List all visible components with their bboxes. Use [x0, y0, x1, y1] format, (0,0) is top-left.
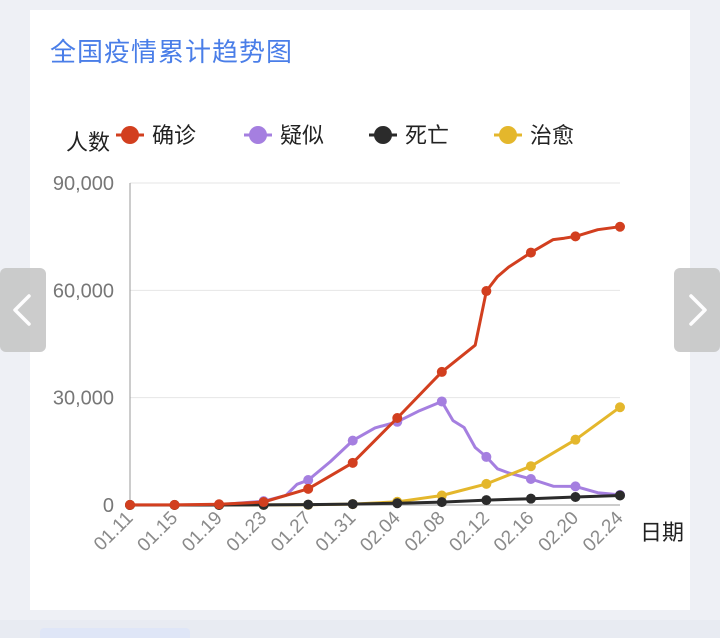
prev-chart-button[interactable] [0, 268, 46, 352]
data-point [570, 434, 581, 445]
legend-marker [374, 126, 392, 144]
data-point [436, 366, 447, 377]
x-tick-label: 01.27 [267, 508, 315, 556]
data-point [570, 481, 581, 492]
data-point [481, 478, 492, 489]
x-tick-label: 02.16 [490, 508, 538, 556]
legend-marker [121, 126, 139, 144]
chevron-left-icon [13, 294, 31, 326]
y-tick-label: 90,000 [53, 173, 114, 195]
series-line-3 [130, 405, 621, 507]
data-point [615, 402, 625, 413]
x-tick-label: 02.08 [401, 508, 449, 556]
series-line-1 [130, 400, 621, 507]
legend-item: 确诊 [116, 124, 196, 149]
data-point [525, 493, 536, 504]
legend-marker [249, 126, 267, 144]
legend-label: 治愈 [530, 124, 574, 149]
data-point [303, 483, 314, 494]
data-point [436, 497, 447, 508]
data-point [303, 499, 314, 510]
data-point [481, 286, 492, 297]
legend-marker [499, 126, 517, 144]
data-point [392, 412, 403, 423]
data-point [347, 457, 358, 468]
x-axis-title: 日期 [640, 521, 684, 546]
y-tick-label: 30,000 [53, 388, 114, 410]
legend-item: 死亡 [369, 124, 449, 149]
data-point [392, 498, 403, 509]
data-point [615, 221, 625, 232]
chart-title: 全国疫情累计趋势图 [50, 38, 294, 68]
x-tick-label: 01.19 [178, 508, 226, 556]
x-tick-label: 01.31 [312, 508, 360, 556]
tab-indicator [40, 628, 190, 638]
x-tick-label: 01.23 [223, 508, 271, 556]
x-tick-label: 02.12 [445, 508, 493, 556]
y-tick-label: 60,000 [53, 280, 114, 302]
data-point [570, 231, 581, 242]
series-line-0 [130, 225, 621, 507]
x-tick-label: 02.24 [579, 507, 628, 556]
data-point [347, 435, 358, 446]
y-tick-label: 0 [103, 495, 114, 517]
data-point [481, 451, 492, 462]
y-axis-title: 人数 [66, 131, 110, 156]
data-point [525, 474, 536, 485]
chart-card: 全国疫情累计趋势图 [30, 10, 690, 610]
legend-item: 治愈 [494, 124, 574, 149]
data-point [258, 497, 269, 508]
legend-item: 疑似 [244, 124, 324, 149]
data-point [214, 499, 225, 510]
x-tick-label: 02.04 [356, 507, 405, 556]
chevron-right-icon [689, 294, 707, 326]
x-tick-label: 02.20 [535, 508, 583, 556]
x-tick-label: 01.15 [134, 508, 182, 556]
data-point [525, 247, 536, 258]
data-point [481, 495, 492, 506]
data-point [303, 475, 314, 486]
data-point [525, 461, 536, 472]
data-point [615, 490, 625, 501]
data-point [169, 499, 180, 510]
data-point [125, 499, 135, 510]
data-point [347, 499, 358, 510]
next-chart-button[interactable] [674, 268, 720, 352]
legend-label: 死亡 [405, 124, 449, 149]
data-point [570, 492, 581, 503]
data-point [436, 396, 447, 407]
legend-label: 确诊 [152, 124, 196, 149]
legend-label: 疑似 [280, 124, 324, 149]
